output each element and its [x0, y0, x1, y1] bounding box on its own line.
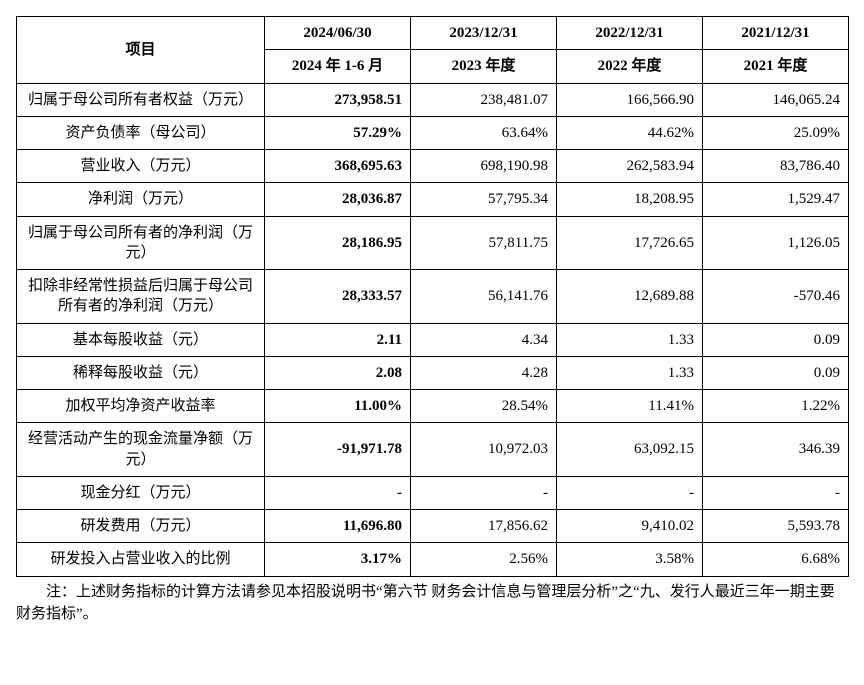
table-row: 资产负债率（母公司）57.29%63.64%44.62%25.09% [17, 116, 849, 149]
row-value: -570.46 [703, 270, 849, 324]
table-row: 加权平均净资产收益率11.00%28.54%11.41%1.22% [17, 390, 849, 423]
row-value: 57.29% [265, 116, 411, 149]
row-label: 净利润（万元） [17, 183, 265, 216]
header-date: 2021/12/31 [703, 17, 849, 50]
row-label: 归属于母公司所有者权益（万元） [17, 83, 265, 116]
table-row: 研发投入占营业收入的比例3.17%2.56%3.58%6.68% [17, 543, 849, 576]
row-value: 166,566.90 [557, 83, 703, 116]
row-value: 12,689.88 [557, 270, 703, 324]
row-value: -91,971.78 [265, 423, 411, 477]
row-value: 57,795.34 [411, 183, 557, 216]
row-value: 3.58% [557, 543, 703, 576]
row-value: 83,786.40 [703, 150, 849, 183]
row-value: 11,696.80 [265, 510, 411, 543]
row-value: 238,481.07 [411, 83, 557, 116]
row-value: 28,333.57 [265, 270, 411, 324]
financial-table: 项目 2024/06/30 2023/12/31 2022/12/31 2021… [16, 16, 849, 577]
row-value: 63,092.15 [557, 423, 703, 477]
row-value: 1.33 [557, 323, 703, 356]
row-value: 17,726.65 [557, 216, 703, 270]
table-row: 研发费用（万元）11,696.8017,856.629,410.025,593.… [17, 510, 849, 543]
header-date: 2024/06/30 [265, 17, 411, 50]
row-value: 1,529.47 [703, 183, 849, 216]
row-value: 2.08 [265, 356, 411, 389]
table-row: 归属于母公司所有者的净利润（万元）28,186.9557,811.7517,72… [17, 216, 849, 270]
header-date: 2023/12/31 [411, 17, 557, 50]
row-value: 56,141.76 [411, 270, 557, 324]
row-value: 63.64% [411, 116, 557, 149]
row-value: 4.34 [411, 323, 557, 356]
row-label: 营业收入（万元） [17, 150, 265, 183]
row-label: 稀释每股收益（元） [17, 356, 265, 389]
row-value: 1.33 [557, 356, 703, 389]
row-value: 2.56% [411, 543, 557, 576]
header-period: 2024 年 1-6 月 [265, 50, 411, 83]
row-value: 146,065.24 [703, 83, 849, 116]
header-period: 2021 年度 [703, 50, 849, 83]
row-value: 18,208.95 [557, 183, 703, 216]
row-label: 资产负债率（母公司） [17, 116, 265, 149]
row-value: - [265, 476, 411, 509]
table-row: 稀释每股收益（元）2.084.281.330.09 [17, 356, 849, 389]
row-value: 3.17% [265, 543, 411, 576]
header-date: 2022/12/31 [557, 17, 703, 50]
row-value: 57,811.75 [411, 216, 557, 270]
row-value: 5,593.78 [703, 510, 849, 543]
row-label: 经营活动产生的现金流量净额（万元） [17, 423, 265, 477]
table-row: 营业收入（万元）368,695.63698,190.98262,583.9483… [17, 150, 849, 183]
row-value: 4.28 [411, 356, 557, 389]
row-value: 11.00% [265, 390, 411, 423]
table-row: 经营活动产生的现金流量净额（万元）-91,971.7810,972.0363,0… [17, 423, 849, 477]
table-body: 归属于母公司所有者权益（万元）273,958.51238,481.07166,5… [17, 83, 849, 576]
row-value: 0.09 [703, 356, 849, 389]
row-value: 44.62% [557, 116, 703, 149]
row-value: 2.11 [265, 323, 411, 356]
row-value: 346.39 [703, 423, 849, 477]
row-value: 28,036.87 [265, 183, 411, 216]
row-value: - [557, 476, 703, 509]
row-value: 9,410.02 [557, 510, 703, 543]
table-row: 净利润（万元）28,036.8757,795.3418,208.951,529.… [17, 183, 849, 216]
header-item: 项目 [17, 17, 265, 84]
row-value: - [411, 476, 557, 509]
header-period: 2023 年度 [411, 50, 557, 83]
row-value: 273,958.51 [265, 83, 411, 116]
table-row: 现金分红（万元）---- [17, 476, 849, 509]
row-label: 现金分红（万元） [17, 476, 265, 509]
row-value: 698,190.98 [411, 150, 557, 183]
row-value: 0.09 [703, 323, 849, 356]
row-label: 扣除非经常性损益后归属于母公司所有者的净利润（万元） [17, 270, 265, 324]
row-value: 28.54% [411, 390, 557, 423]
row-value: 28,186.95 [265, 216, 411, 270]
row-value: 262,583.94 [557, 150, 703, 183]
table-header: 项目 2024/06/30 2023/12/31 2022/12/31 2021… [17, 17, 849, 84]
row-value: 1.22% [703, 390, 849, 423]
row-value: - [703, 476, 849, 509]
table-row: 扣除非经常性损益后归属于母公司所有者的净利润（万元）28,333.5756,14… [17, 270, 849, 324]
row-label: 归属于母公司所有者的净利润（万元） [17, 216, 265, 270]
row-label: 研发投入占营业收入的比例 [17, 543, 265, 576]
footnote: 注：上述财务指标的计算方法请参见本招股说明书“第六节 财务会计信息与管理层分析”… [16, 581, 848, 626]
table-row: 归属于母公司所有者权益（万元）273,958.51238,481.07166,5… [17, 83, 849, 116]
row-label: 研发费用（万元） [17, 510, 265, 543]
row-value: 1,126.05 [703, 216, 849, 270]
row-value: 6.68% [703, 543, 849, 576]
row-value: 25.09% [703, 116, 849, 149]
row-value: 10,972.03 [411, 423, 557, 477]
table-row: 基本每股收益（元）2.114.341.330.09 [17, 323, 849, 356]
row-value: 17,856.62 [411, 510, 557, 543]
row-label: 加权平均净资产收益率 [17, 390, 265, 423]
row-label: 基本每股收益（元） [17, 323, 265, 356]
row-value: 11.41% [557, 390, 703, 423]
row-value: 368,695.63 [265, 150, 411, 183]
header-period: 2022 年度 [557, 50, 703, 83]
